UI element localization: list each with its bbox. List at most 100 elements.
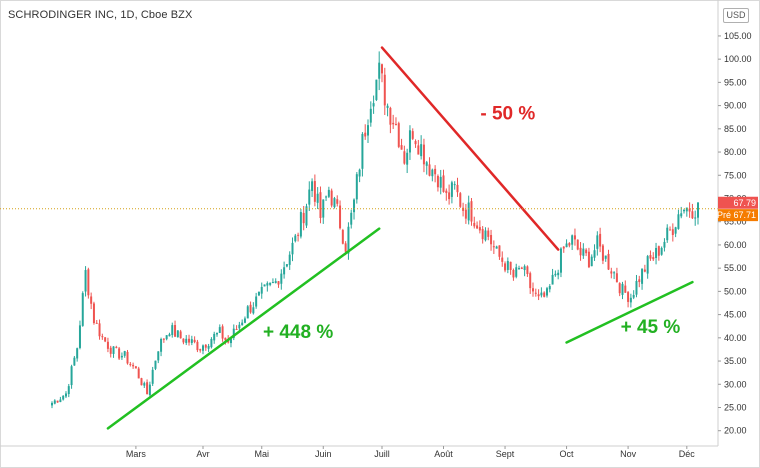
candle-body [431, 169, 434, 177]
candle-body [504, 263, 507, 271]
price-tag-label: Pré 67.71 [717, 210, 756, 220]
candle-body [308, 189, 311, 205]
candle-body [576, 239, 579, 250]
candle-body [646, 256, 649, 274]
candle-body [543, 292, 546, 297]
currency-badge[interactable]: USD [723, 8, 749, 23]
candle-body [120, 355, 123, 358]
candle-body [632, 295, 635, 298]
candle-body [655, 247, 658, 258]
trend-line-downtrend[interactable] [380, 46, 560, 251]
candle-body [554, 273, 557, 276]
candle-body [635, 280, 638, 295]
candle-body [252, 307, 255, 314]
candle-body [674, 227, 677, 234]
candle-body [313, 181, 316, 202]
candle-body [627, 292, 630, 302]
candle-body [425, 162, 428, 166]
candle-body [232, 328, 235, 339]
candle-body [299, 212, 302, 237]
candle-body [688, 208, 691, 212]
candle-body [450, 182, 453, 197]
candle-body [375, 79, 378, 100]
candle-body [671, 229, 674, 235]
annotation-label: + 45 % [621, 317, 681, 338]
candle-body [115, 346, 118, 348]
candle-body [417, 145, 420, 155]
candle-body [652, 257, 655, 260]
candle-body [408, 130, 411, 153]
y-tick-label: 80.00 [724, 147, 747, 157]
candle-body [406, 152, 409, 165]
candle-body [439, 176, 442, 188]
candle-body [182, 338, 185, 343]
candle-body [367, 125, 370, 136]
trend-line-uptrend-1[interactable] [106, 227, 381, 430]
candle-body [243, 318, 246, 323]
candle-body [436, 175, 439, 188]
x-axis: Mars Avr Mai Juin Juill Août Sept Oct Nov Déc [0, 445, 718, 459]
candle-body [470, 201, 473, 222]
candle-body [666, 227, 669, 241]
y-tick-label: 90.00 [724, 101, 747, 111]
candle-body [260, 286, 263, 294]
candle-body [599, 233, 602, 247]
candle-body [462, 207, 465, 211]
candle-body [185, 338, 188, 343]
candle-body [129, 364, 132, 366]
candle-body [677, 214, 680, 229]
x-tick-label: Mars [126, 449, 146, 459]
candle-body [215, 332, 218, 335]
candle-body [386, 105, 389, 108]
candle-body [403, 151, 406, 164]
candle-body [615, 273, 618, 283]
candle-body [559, 248, 562, 273]
x-tick-label: Avr [196, 449, 209, 459]
candle-body [291, 242, 294, 255]
annotation-label: + 448 % [263, 322, 333, 343]
candle-body [193, 339, 196, 343]
y-axis: 20.00 25.00 30.00 35.00 40.00 45.00 50.00 55.00… [717, 0, 752, 446]
candle-body [109, 347, 112, 354]
y-tick-label: 100.00 [724, 54, 752, 64]
candle-body [498, 245, 501, 257]
candle-body [372, 103, 375, 107]
candle-body [294, 235, 297, 242]
candle-body [669, 229, 672, 231]
candle-body [369, 108, 372, 123]
candle-body [266, 283, 269, 286]
candle-body [84, 270, 87, 292]
candle-body [302, 212, 305, 224]
candle-body [70, 366, 73, 386]
candle-body [568, 243, 571, 246]
candle-body [680, 213, 683, 217]
candle-body [685, 207, 688, 212]
candle-body [140, 378, 143, 386]
candle-body [355, 174, 358, 200]
candle-body [92, 303, 95, 324]
x-tick-label: Déc [679, 449, 696, 459]
candle-body [344, 243, 347, 252]
candle-body [59, 399, 62, 403]
candle-body [190, 339, 193, 343]
candle-body [420, 144, 423, 157]
candle-body [484, 230, 487, 241]
candle-body [176, 330, 179, 338]
candle-body [545, 288, 548, 296]
candlesticks [51, 51, 699, 409]
candle-body [154, 360, 157, 369]
candle-body [697, 202, 699, 218]
candle-body [325, 196, 328, 198]
candle-body [587, 251, 590, 268]
x-tick-label: Août [434, 449, 453, 459]
candle-body [319, 192, 322, 219]
candle-body [350, 212, 353, 225]
candle-body [414, 141, 417, 145]
trend-line-uptrend-2[interactable] [565, 280, 694, 344]
candle-body [442, 175, 445, 192]
y-tick-label: 85.00 [724, 124, 747, 134]
candle-body [202, 345, 205, 351]
candle-body [333, 198, 336, 208]
y-tick-label: 55.00 [724, 263, 747, 273]
y-tick-label: 35.00 [724, 356, 747, 366]
